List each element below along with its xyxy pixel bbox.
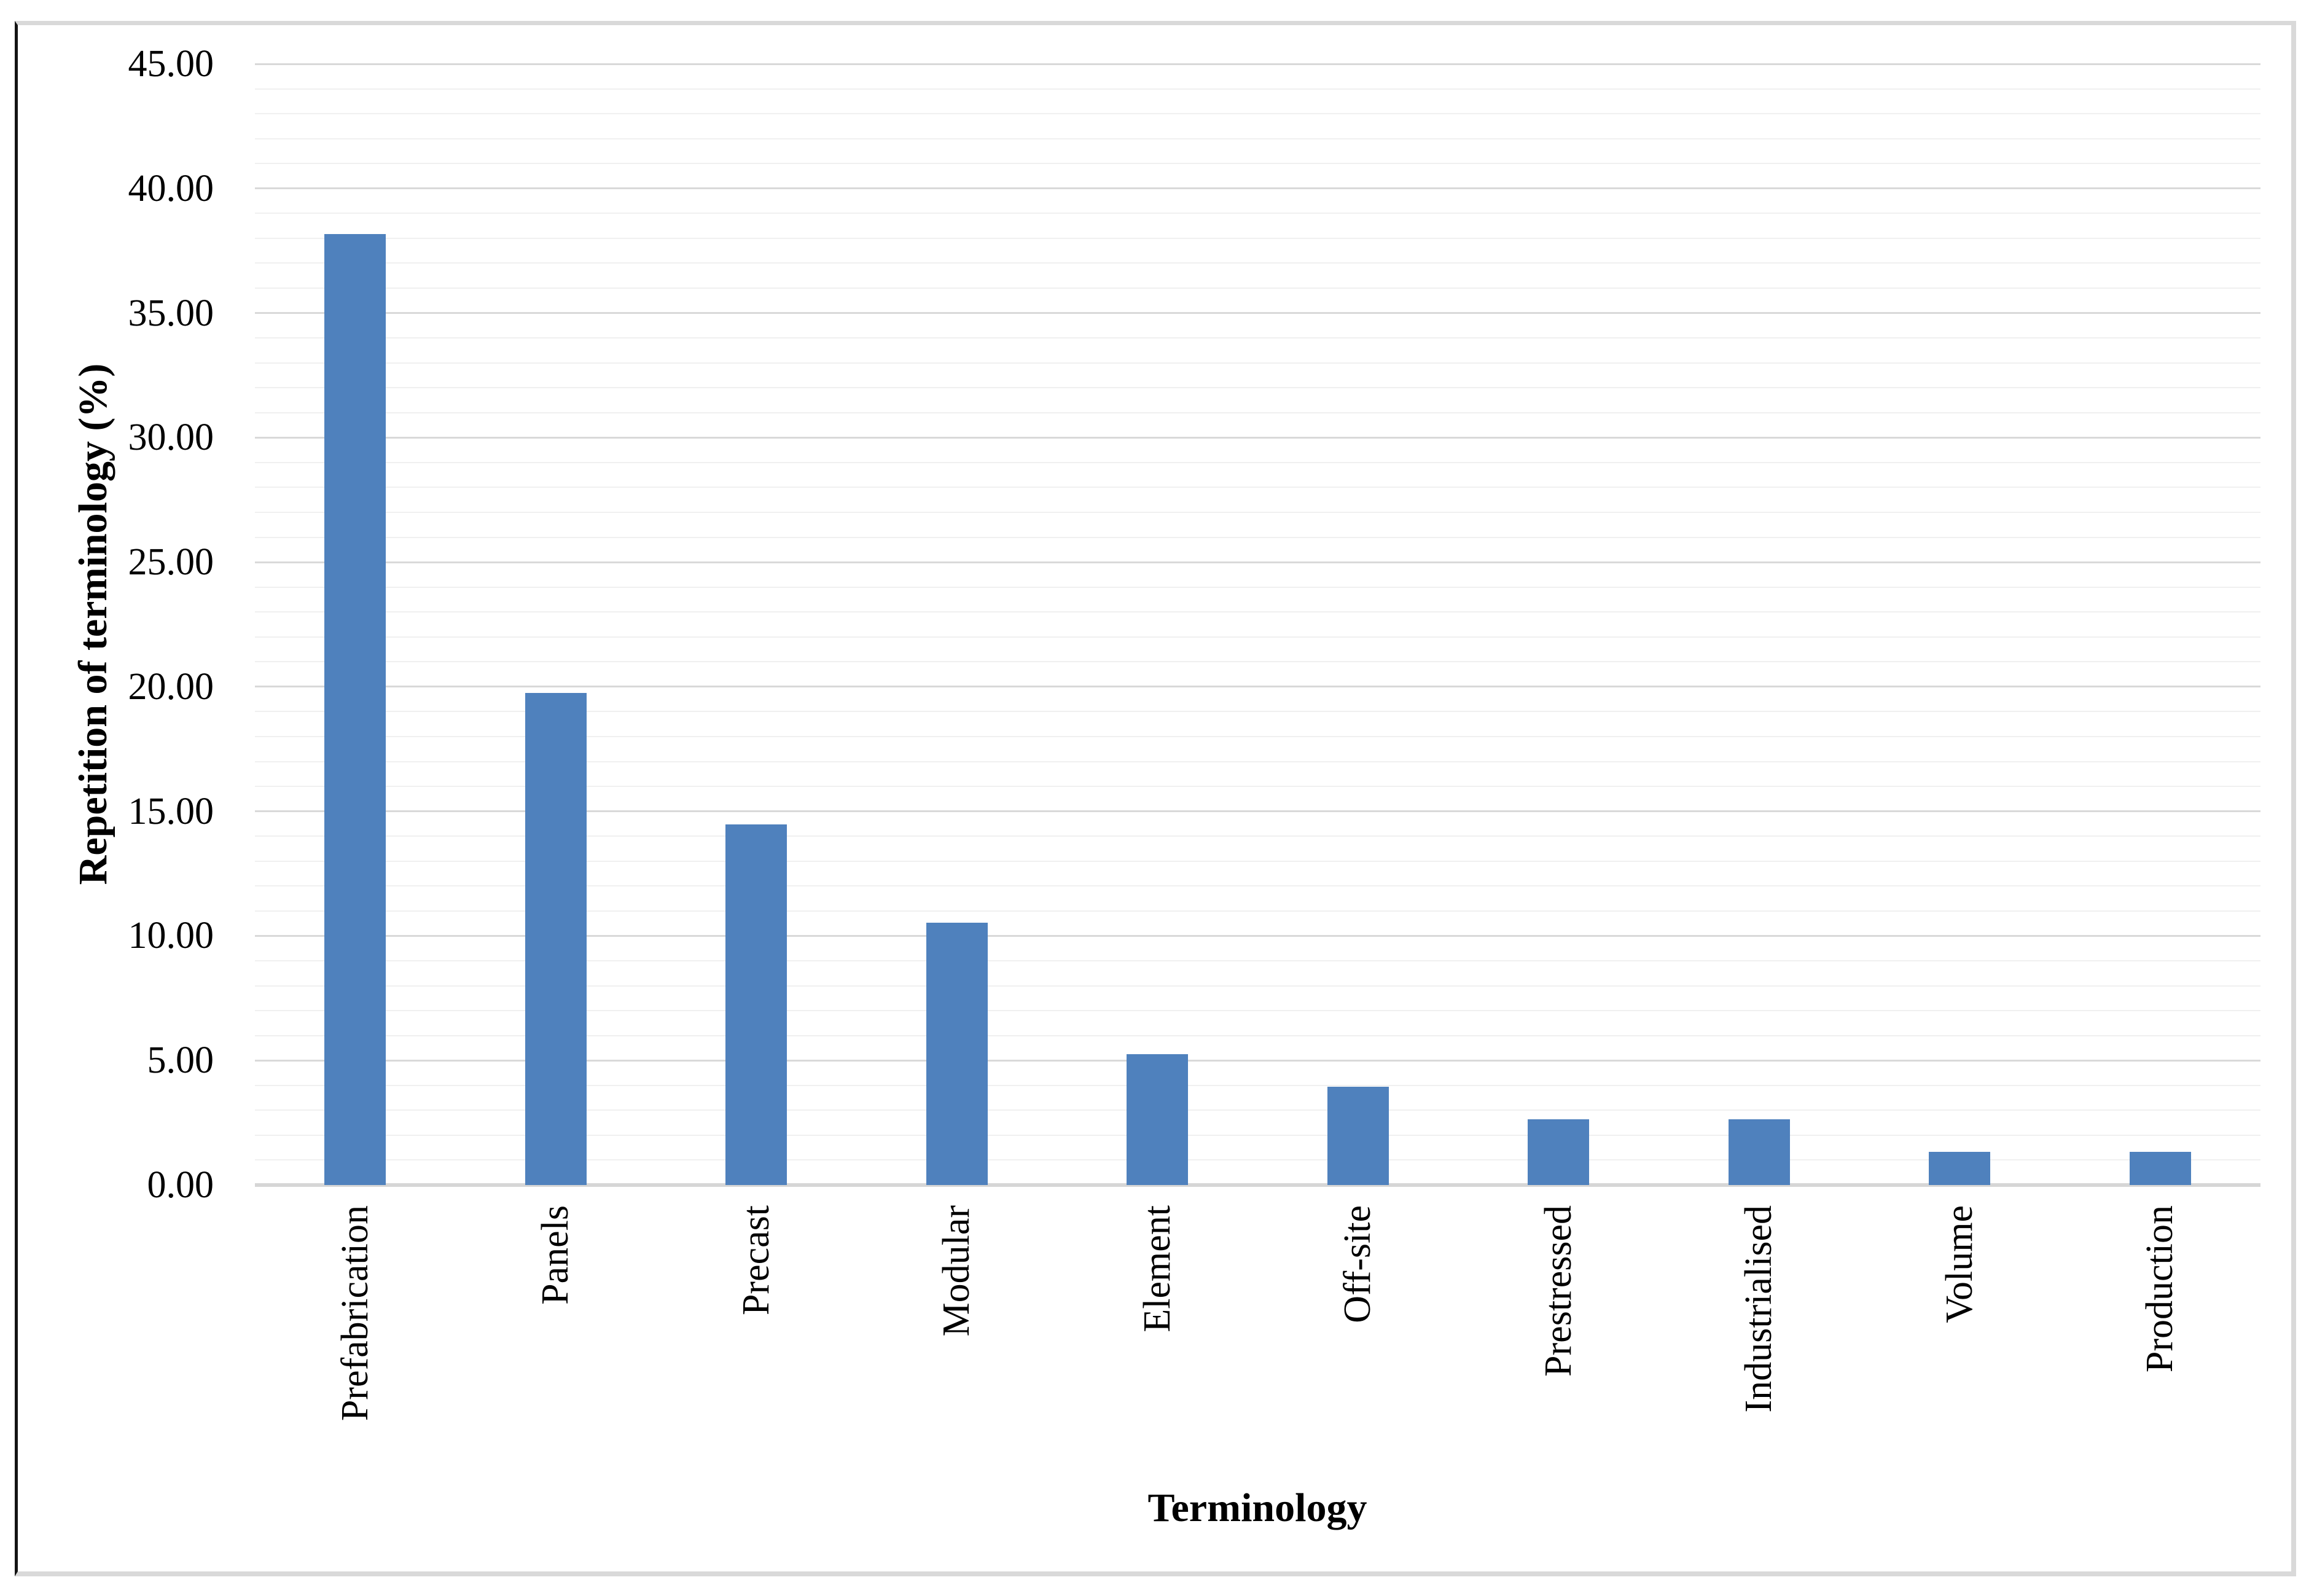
category-label-slot: Off-site	[1258, 1205, 1459, 1476]
category-label-slot: Panels	[456, 1205, 657, 1476]
category-label-slot: Precast	[656, 1205, 857, 1476]
category-label: Precast	[735, 1205, 777, 1316]
category-label-slot: Production	[2060, 1205, 2261, 1476]
major-gridline	[255, 63, 2260, 65]
category-label: Volume	[1938, 1205, 1980, 1323]
minor-gridline	[255, 860, 2260, 862]
bar-production	[2129, 1152, 2191, 1185]
bar-element	[1127, 1054, 1189, 1185]
minor-gridline	[255, 288, 2260, 289]
y-tick-label: 40.00	[128, 167, 214, 209]
minor-gridline	[255, 262, 2260, 264]
minor-gridline	[255, 163, 2260, 165]
x-axis-title: Terminology	[1147, 1485, 1367, 1530]
major-gridline	[255, 561, 2260, 563]
y-tick-label: 35.00	[128, 292, 214, 334]
minor-gridline	[255, 736, 2260, 737]
category-label-slot: Volume	[1859, 1205, 2060, 1476]
minor-gridline	[255, 387, 2260, 389]
plot-area	[255, 63, 2260, 1187]
y-tick-label: 10.00	[128, 915, 214, 957]
minor-gridline	[255, 362, 2260, 364]
category-label: Panels	[534, 1205, 577, 1305]
category-label: Element	[1136, 1205, 1178, 1332]
category-label: Production	[2139, 1205, 2181, 1373]
minor-gridline	[255, 1134, 2260, 1136]
category-label-slot: Modular	[857, 1205, 1058, 1476]
minor-gridline	[255, 536, 2260, 538]
major-gridline	[255, 934, 2260, 937]
minor-gridline	[255, 461, 2260, 463]
minor-gridline	[255, 786, 2260, 788]
minor-gridline	[255, 910, 2260, 912]
bar-volume	[1929, 1152, 1991, 1185]
minor-gridline	[255, 412, 2260, 413]
minor-gridline	[255, 1035, 2260, 1036]
minor-gridline	[255, 761, 2260, 762]
figure-border	[15, 21, 2296, 1576]
minor-gridline	[255, 586, 2260, 588]
minor-gridline	[255, 661, 2260, 663]
y-tick-label: 0.00	[147, 1164, 214, 1206]
minor-gridline	[255, 960, 2260, 961]
bar-prefabrication	[324, 234, 386, 1185]
category-label-slot: Element	[1057, 1205, 1258, 1476]
y-tick-label: 15.00	[128, 790, 214, 832]
minor-gridline	[255, 711, 2260, 713]
minor-gridline	[255, 487, 2260, 488]
minor-gridline	[255, 512, 2260, 513]
category-label: Modular	[936, 1205, 978, 1337]
minor-gridline	[255, 113, 2260, 115]
minor-gridline	[255, 88, 2260, 90]
y-tick-label: 45.00	[128, 43, 214, 85]
minor-gridline	[255, 237, 2260, 239]
y-axis-title: Repetition of terminology (%)	[71, 363, 115, 885]
minor-gridline	[255, 1109, 2260, 1111]
minor-gridline	[255, 835, 2260, 837]
bar-prestressed	[1528, 1119, 1590, 1185]
minor-gridline	[255, 1159, 2260, 1161]
major-gridline	[255, 187, 2260, 190]
major-gridline	[255, 1059, 2260, 1062]
minor-gridline	[255, 985, 2260, 987]
y-tick-label: 20.00	[128, 665, 214, 708]
y-tick-label: 5.00	[147, 1039, 214, 1082]
bar-modular	[926, 922, 988, 1185]
minor-gridline	[255, 636, 2260, 638]
bar-panels	[525, 693, 587, 1185]
minor-gridline	[255, 337, 2260, 339]
category-label: Prestressed	[1537, 1205, 1579, 1377]
bar-industrialised	[1728, 1119, 1790, 1185]
minor-gridline	[255, 611, 2260, 613]
category-label-slot: Prestressed	[1458, 1205, 1659, 1476]
minor-gridline	[255, 1010, 2260, 1012]
y-tick-label: 30.00	[128, 417, 214, 459]
minor-gridline	[255, 885, 2260, 887]
category-label: Off-site	[1337, 1205, 1379, 1323]
y-tick-label: 25.00	[128, 541, 214, 584]
minor-gridline	[255, 138, 2260, 139]
bar-precast	[725, 824, 787, 1185]
bar-off-site	[1327, 1086, 1389, 1185]
minor-gridline	[255, 1084, 2260, 1086]
category-label: Industrialised	[1738, 1205, 1780, 1413]
major-gridline	[255, 312, 2260, 315]
major-gridline	[255, 686, 2260, 688]
major-gridline	[255, 436, 2260, 439]
minor-gridline	[255, 213, 2260, 214]
major-gridline	[255, 810, 2260, 813]
category-label-slot: Prefabrication	[255, 1205, 456, 1476]
x-axis-line	[255, 1183, 2260, 1187]
category-label-slot: Industrialised	[1659, 1205, 1860, 1476]
category-label: Prefabrication	[334, 1205, 376, 1422]
